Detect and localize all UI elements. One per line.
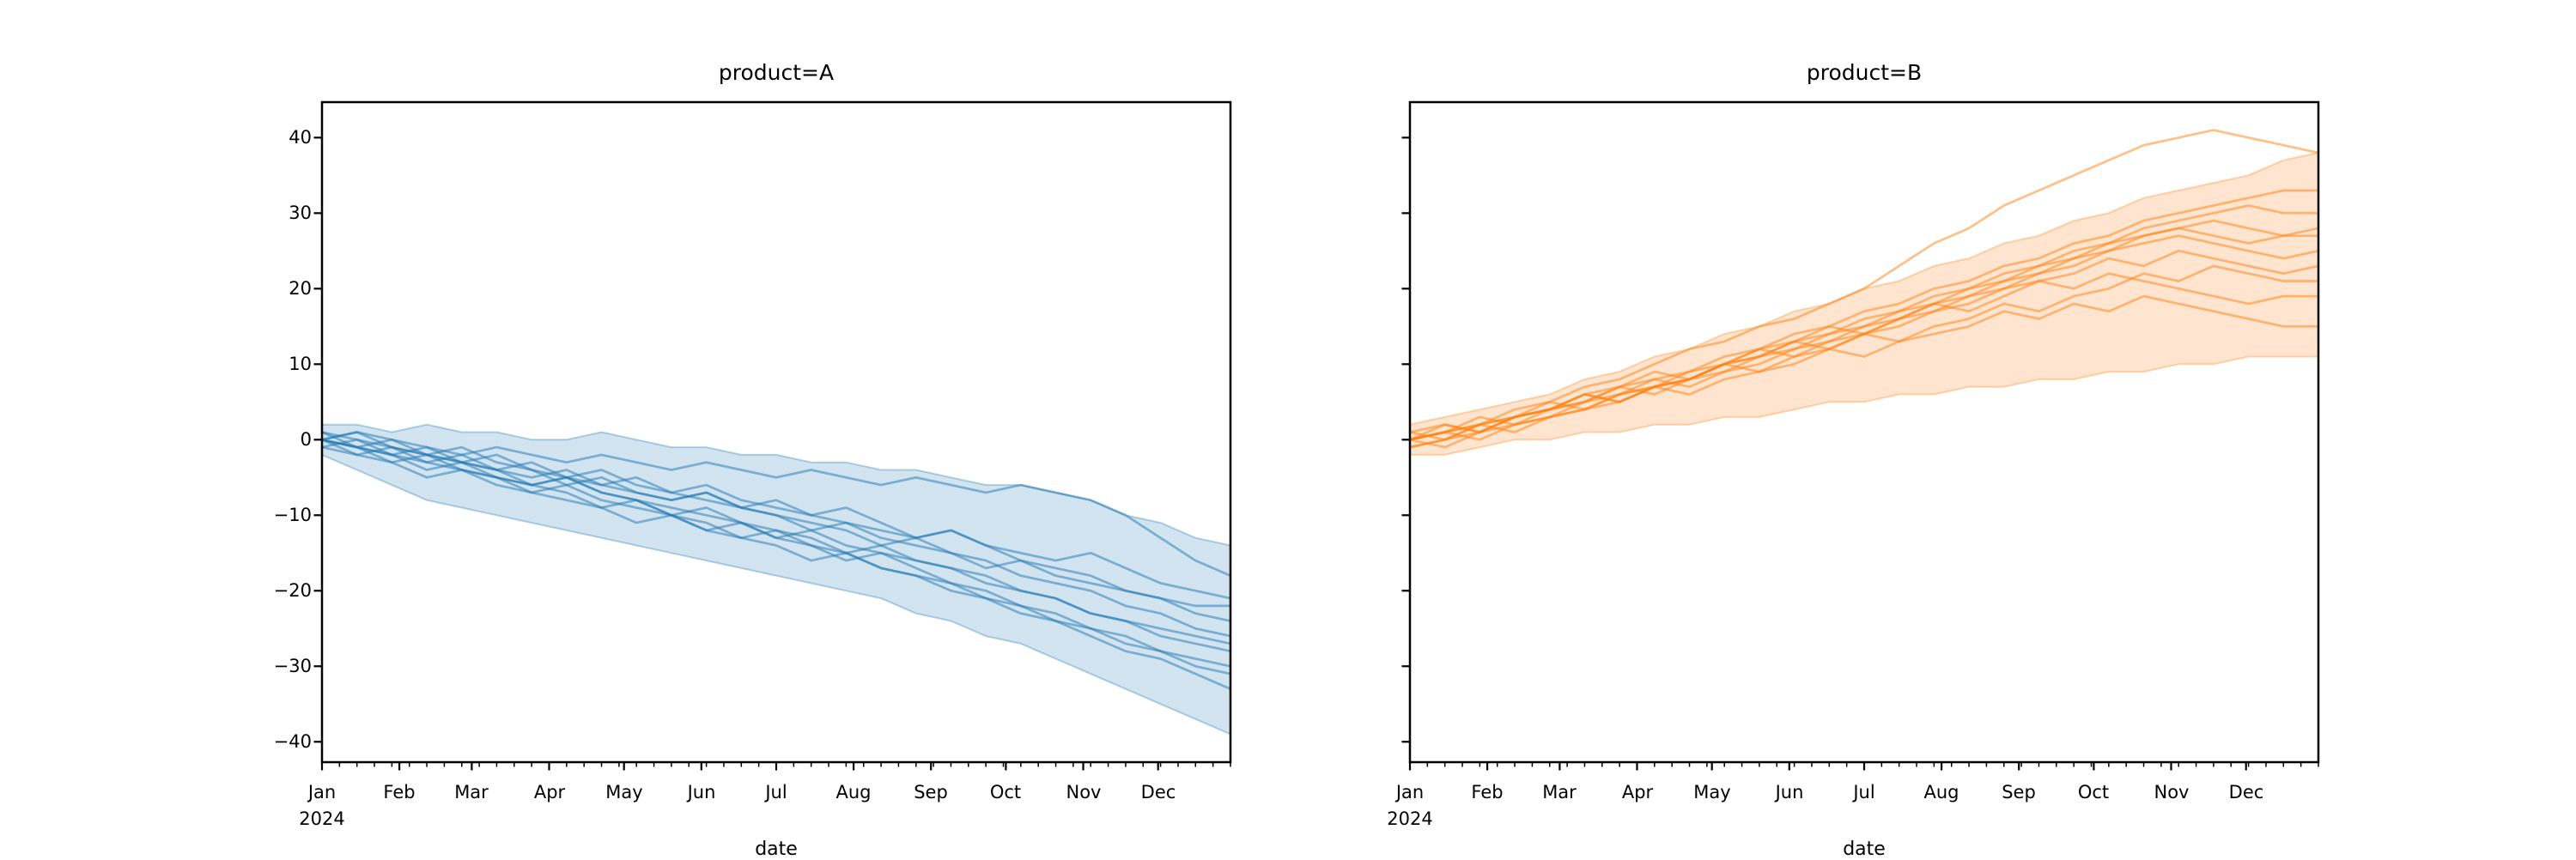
band-lower-edge — [321, 453, 1231, 736]
x-tick-label: Mar — [1542, 782, 1577, 802]
band-area — [322, 424, 1230, 735]
x-axis-label-b: date — [1843, 839, 1886, 860]
x-tick-label: Jun — [1775, 782, 1804, 802]
x-tick-label: Nov — [2154, 782, 2190, 802]
series-line — [1408, 294, 2320, 441]
y-tick-label: 20 — [289, 278, 312, 299]
y-tick-label: 0 — [300, 429, 312, 450]
x-tick-label: Apr — [533, 782, 566, 802]
y-tick-label: −40 — [273, 731, 312, 752]
facet-a-title: product=A — [718, 60, 835, 85]
x-tick-label: Dec — [2228, 782, 2264, 802]
x-tick-label: Oct — [989, 782, 1022, 802]
y-tick-label: 30 — [289, 203, 312, 223]
x-tick-label: Sep — [914, 782, 948, 802]
x-tick-label: Jul — [765, 782, 787, 802]
x-tick-label: Aug — [835, 782, 872, 802]
y-tick-label: −20 — [273, 580, 312, 601]
y-tick-label: 40 — [289, 127, 312, 148]
band-lower-edge — [1410, 355, 2318, 456]
x-tick-label: May — [1693, 782, 1731, 802]
y-tick-label: −30 — [273, 656, 312, 676]
facet-b-title: product=B — [1806, 60, 1923, 85]
y-tick-label: 10 — [289, 354, 312, 374]
x-axis-year-label-b: 2024 — [1387, 809, 1433, 829]
x-tick-label: Jan — [1395, 782, 1425, 802]
y-tick-label: −10 — [273, 505, 312, 525]
x-axis-year-label-a: 2024 — [299, 809, 345, 829]
x-tick-label: Feb — [1471, 782, 1504, 802]
x-tick-label: Jan — [307, 782, 337, 802]
series-line — [1408, 227, 2320, 433]
series-line — [320, 431, 1232, 645]
series-line — [320, 438, 1232, 668]
x-axis-label-a: date — [755, 839, 798, 860]
series-line — [320, 445, 1232, 691]
x-tick-label: Oct — [2077, 782, 2110, 802]
x-tick-label: Feb — [383, 782, 416, 802]
x-tick-label: Jun — [687, 782, 716, 802]
x-tick-label: Sep — [2002, 782, 2036, 802]
x-tick-label: Dec — [1140, 782, 1176, 802]
series-line — [1408, 129, 2320, 441]
series-line — [320, 438, 1232, 608]
x-tick-label: Jul — [1853, 782, 1875, 802]
series-line — [1408, 272, 2320, 441]
x-tick-label: May — [605, 782, 643, 802]
x-tick-label: Nov — [1066, 782, 1102, 802]
x-tick-label: Mar — [454, 782, 489, 802]
x-tick-label: Apr — [1621, 782, 1654, 802]
x-tick-label: Aug — [1923, 782, 1959, 802]
series-line — [320, 431, 1232, 578]
